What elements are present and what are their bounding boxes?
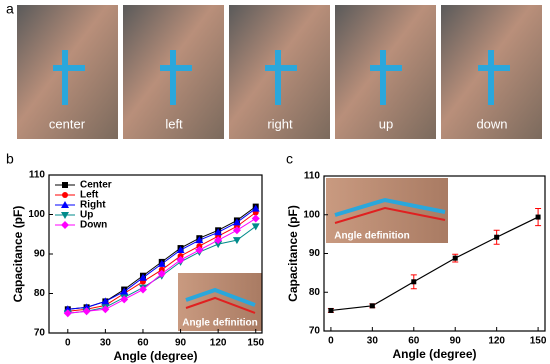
legend-label: Down: [80, 220, 107, 231]
panel-label: b: [6, 151, 14, 167]
x-tick-label: 90: [175, 338, 187, 349]
point: [232, 218, 241, 226]
point: [232, 237, 241, 245]
photo: [229, 5, 330, 139]
point: [62, 192, 68, 198]
y-tick-label: 90: [309, 248, 321, 259]
point: [411, 279, 417, 285]
photo-label: right: [267, 116, 293, 131]
legend-label: Center: [80, 180, 112, 191]
point: [138, 273, 147, 281]
inset-label: Angle definition: [182, 318, 258, 329]
point: [494, 234, 500, 240]
point: [328, 307, 334, 313]
series-line: [330, 216, 539, 312]
legend-label: Right: [80, 200, 106, 211]
inset-photo: [326, 178, 448, 243]
y-tick-label: 90: [34, 249, 46, 260]
x-tick-label: 90: [450, 336, 462, 347]
x-tick-label: 60: [137, 338, 149, 349]
point: [176, 255, 185, 264]
x-tick-label: 150: [530, 336, 547, 347]
point: [157, 269, 166, 278]
point: [176, 246, 185, 254]
point: [232, 226, 241, 235]
point: [251, 214, 260, 223]
y-tick-label: 80: [34, 288, 46, 299]
x-axis-title: Angle (degree): [392, 347, 476, 361]
point: [452, 255, 458, 261]
legend-label: Up: [80, 210, 93, 221]
point: [120, 287, 129, 295]
photo: [441, 5, 542, 139]
photo-label: center: [49, 116, 86, 131]
legend-label: Left: [80, 190, 99, 201]
point: [251, 223, 260, 231]
y-tick-label: 100: [28, 209, 45, 220]
point: [157, 259, 166, 267]
point: [251, 204, 260, 212]
photo: [17, 5, 118, 139]
point: [195, 236, 204, 244]
y-tick-label: 110: [304, 171, 321, 182]
point: [120, 295, 129, 304]
point: [101, 305, 110, 314]
inset-photo: [178, 273, 262, 331]
y-tick-label: 70: [34, 328, 46, 339]
point: [101, 297, 110, 305]
y-tick-label: 80: [309, 287, 321, 298]
x-tick-label: 120: [488, 336, 505, 347]
x-tick-label: 60: [408, 336, 420, 347]
point: [214, 236, 223, 245]
x-tick-label: 30: [100, 338, 112, 349]
point: [214, 228, 223, 236]
point: [535, 214, 541, 220]
y-tick-label: 100: [303, 209, 320, 220]
x-tick-label: 0: [328, 336, 334, 347]
y-tick-label: 70: [309, 326, 321, 337]
point: [61, 201, 69, 208]
x-tick-label: 30: [367, 336, 379, 347]
x-tick-label: 120: [210, 338, 227, 349]
point: [61, 221, 69, 229]
photo-label: up: [379, 116, 393, 131]
photo-label: left: [165, 116, 183, 131]
y-axis-title: Capacitance (pF): [11, 206, 25, 303]
point: [61, 212, 69, 219]
x-tick-label: 0: [65, 338, 71, 349]
photo-label: down: [476, 116, 507, 131]
photo: [123, 5, 224, 139]
y-axis-title: Capacitance (pF): [286, 205, 300, 302]
point: [138, 285, 147, 294]
panel-label: a: [6, 1, 14, 17]
photo: [335, 5, 436, 139]
point: [195, 246, 204, 255]
x-tick-label: 150: [247, 338, 264, 349]
point: [214, 241, 223, 249]
point: [82, 307, 91, 316]
point: [63, 309, 72, 318]
point: [369, 303, 375, 309]
panel-label: c: [286, 151, 293, 167]
inset-label: Angle definition: [334, 231, 410, 242]
point: [62, 182, 68, 188]
y-tick-label: 110: [29, 170, 46, 181]
x-axis-title: Angle (degree): [113, 349, 197, 363]
